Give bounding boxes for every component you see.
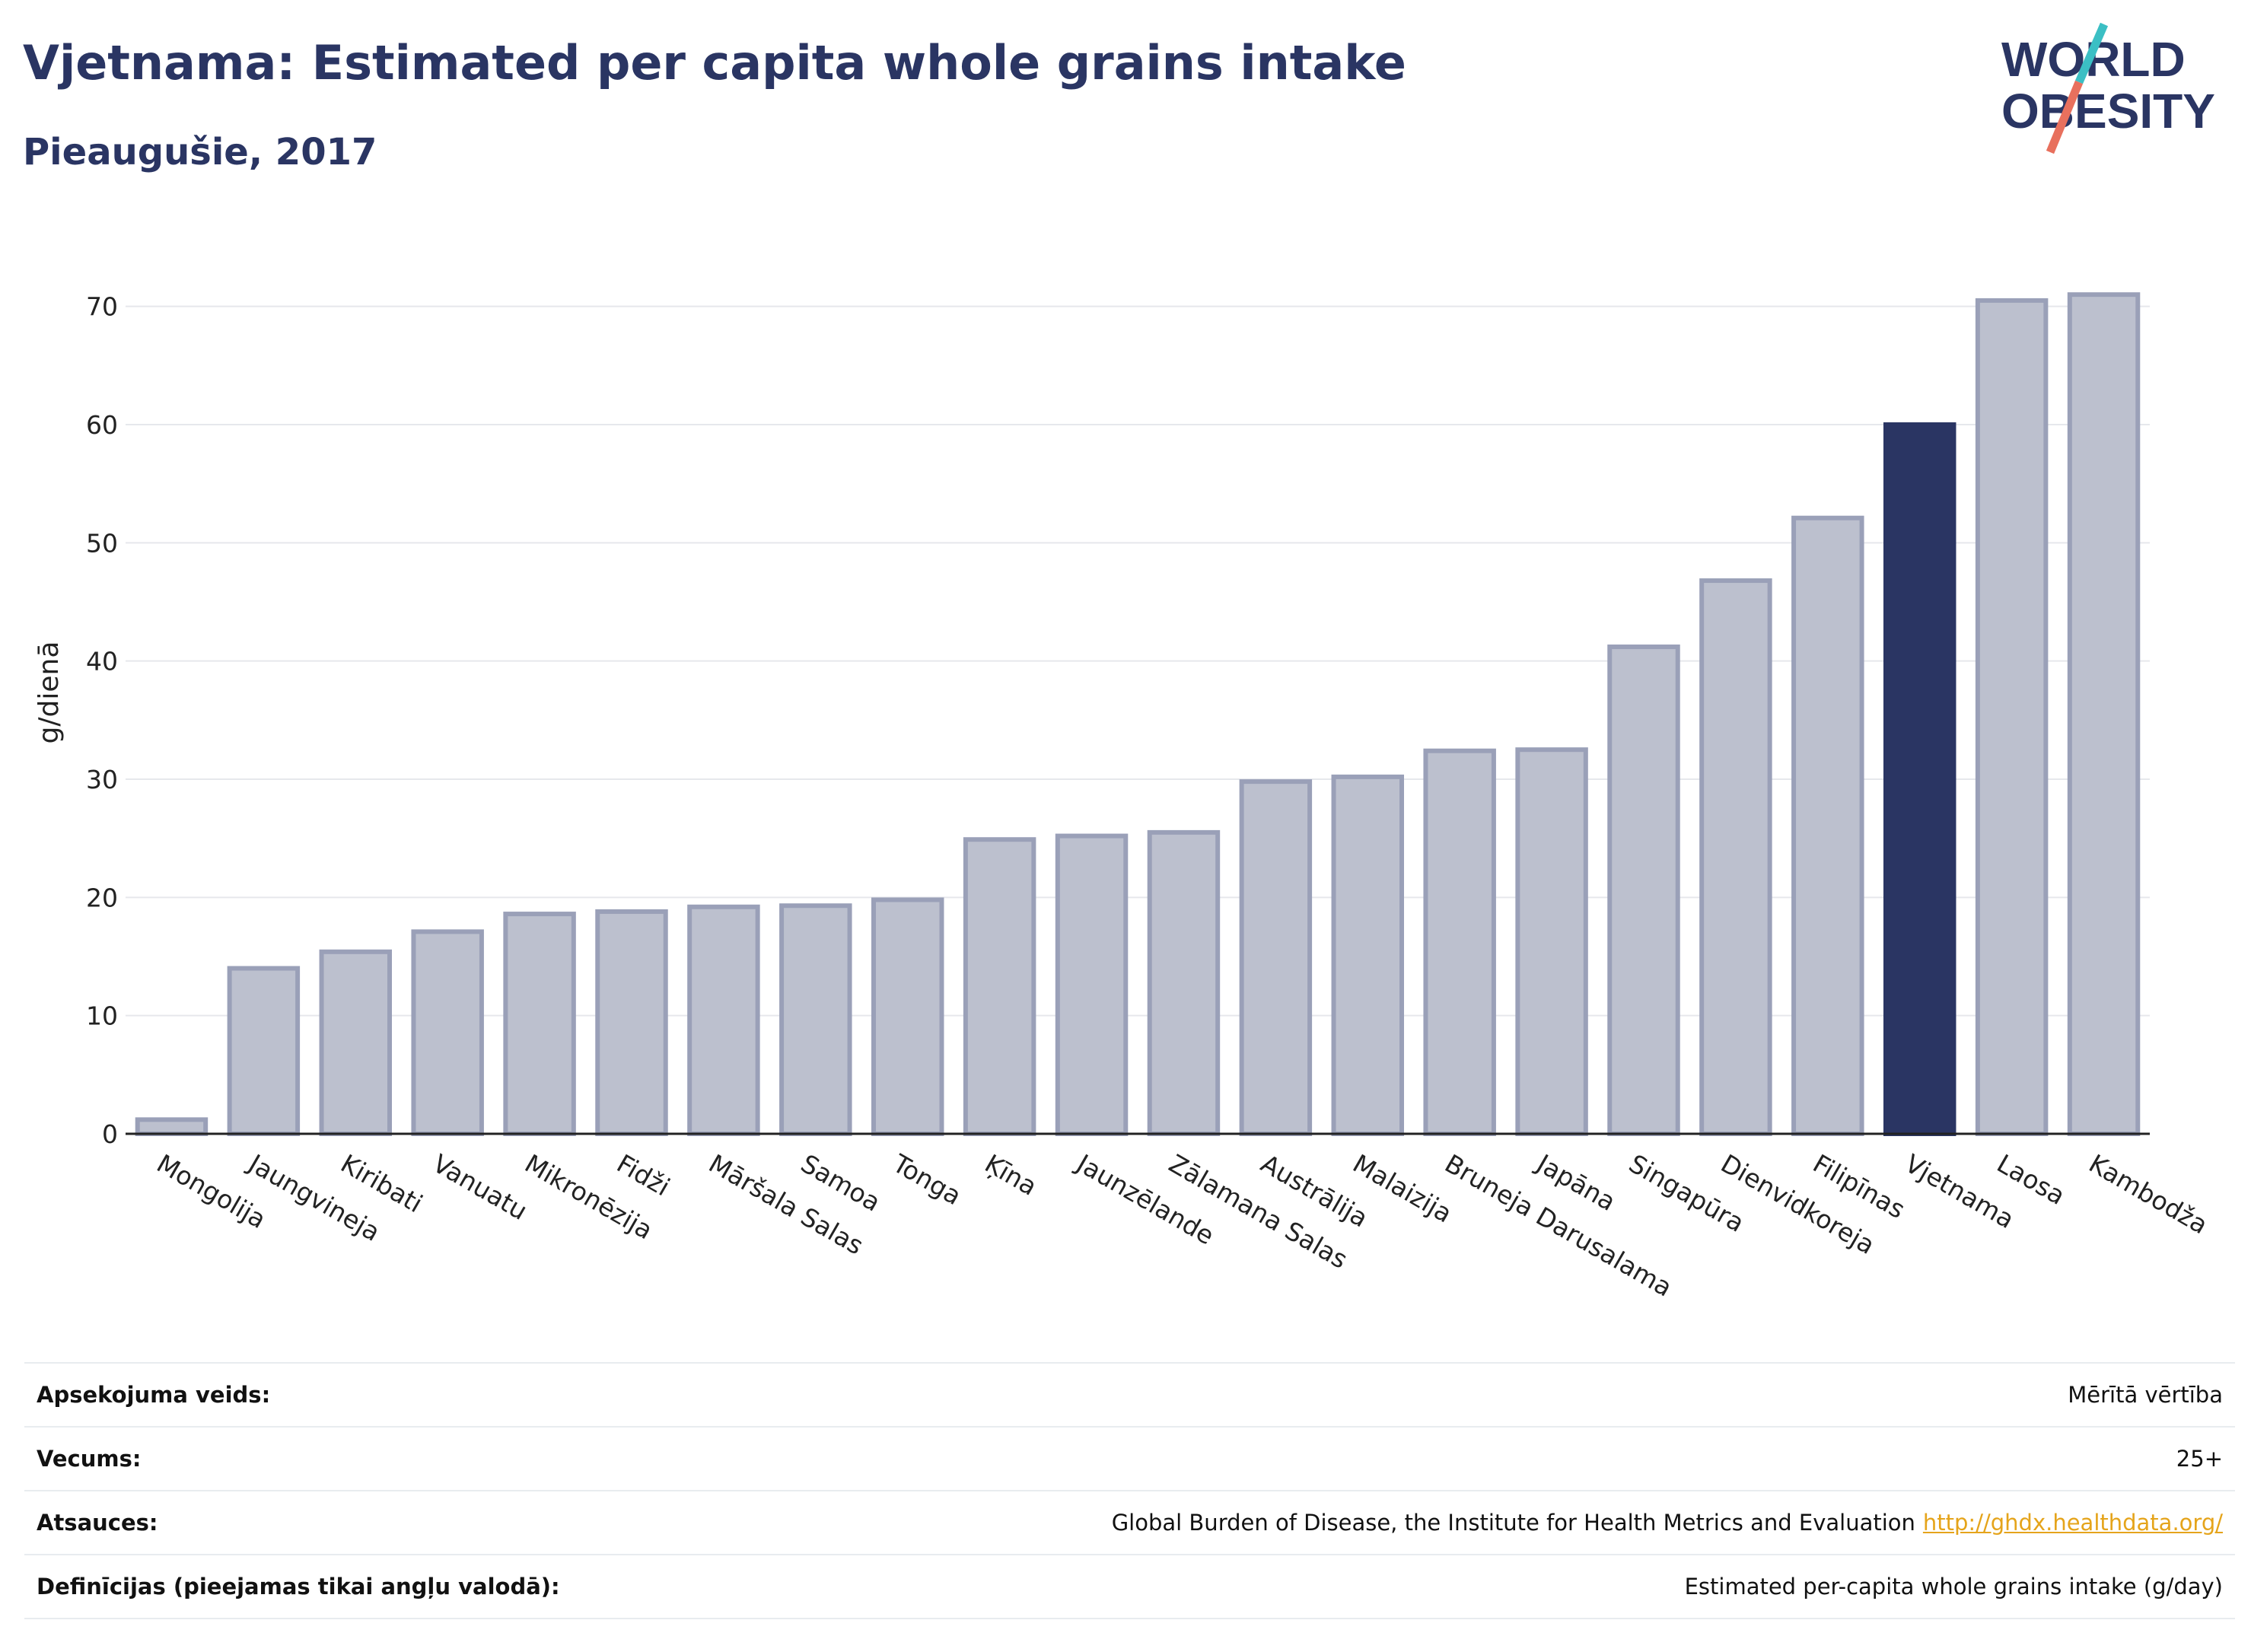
x-tick-label: Fidži	[612, 1148, 675, 1202]
world-obesity-logo[interactable]: WORLD OBESITY	[1994, 23, 2245, 160]
y-tick-label: 50	[86, 528, 118, 558]
meta-key: Definīcijas (pieejamas tikai angļu valod…	[37, 1574, 560, 1599]
logo-slash-teal	[2074, 23, 2109, 84]
bar	[1055, 833, 1129, 1137]
bar-highlight	[1883, 422, 1956, 1136]
y-tick-label: 70	[86, 292, 118, 322]
meta-value: Mērītā vērtība	[2068, 1382, 2223, 1408]
logo-slash-coral	[2046, 80, 2084, 154]
y-axis-label: g/dienā	[33, 641, 65, 744]
bar	[1239, 779, 1313, 1137]
bar	[1147, 829, 1221, 1137]
meta-key: Vecums:	[37, 1446, 142, 1472]
bar	[1607, 645, 1680, 1136]
y-tick-label: 20	[86, 883, 118, 912]
bar	[1515, 747, 1588, 1137]
y-tick-label: 30	[86, 765, 118, 794]
x-tick-label: Tonga	[887, 1148, 966, 1211]
bar	[503, 912, 576, 1136]
y-tick-label: 0	[102, 1119, 118, 1149]
bar	[871, 897, 944, 1136]
bar	[135, 1117, 209, 1136]
y-tick-label: 60	[86, 410, 118, 440]
bar	[227, 966, 301, 1136]
chart-subtitle: Pieaugušie, 2017	[23, 131, 377, 173]
chart-title: Vjetnama: Estimated per capita whole gra…	[23, 35, 1406, 91]
meta-key: Apsekojuma veids:	[37, 1382, 271, 1408]
x-tick-label: Kambodža	[2084, 1148, 2213, 1240]
meta-row-references: Atsauces: Global Burden of Disease, the …	[24, 1490, 2235, 1554]
meta-key: Atsauces:	[37, 1510, 158, 1536]
y-tick-label: 10	[86, 1001, 118, 1031]
bar	[687, 904, 760, 1136]
meta-value: Global Burden of Disease, the Institute …	[1111, 1510, 1915, 1536]
meta-value-wrap: Global Burden of Disease, the Institute …	[1112, 1510, 2235, 1536]
bar	[1699, 578, 1772, 1136]
bar	[779, 903, 852, 1136]
bar	[963, 837, 1036, 1136]
bar	[411, 929, 484, 1136]
x-tick-label: Ķīna	[980, 1148, 1043, 1202]
meta-value: Estimated per-capita whole grains intake…	[1684, 1574, 2223, 1599]
meta-row-survey-type: Apsekojuma veids: Mērītā vērtība	[24, 1362, 2235, 1426]
bar	[1975, 298, 2049, 1136]
bar	[2067, 292, 2141, 1137]
meta-value: 25+	[2176, 1446, 2223, 1472]
x-tick-label: Dienvidkoreja	[1716, 1148, 1880, 1260]
source-link[interactable]: http://ghdx.healthdata.org/	[1922, 1510, 2223, 1536]
meta-row-age: Vecums: 25+	[24, 1426, 2235, 1490]
y-tick-label: 40	[86, 647, 118, 676]
bar	[595, 909, 668, 1137]
x-tick-label: Vanuatu	[428, 1148, 532, 1226]
bar	[1423, 748, 1496, 1136]
bar	[319, 949, 393, 1136]
logo-text-obesity: OBESITY	[2001, 84, 2215, 138]
bar	[1331, 774, 1405, 1136]
meta-row-definitions: Definīcijas (pieejamas tikai angļu valod…	[24, 1554, 2235, 1619]
bar	[1791, 515, 1864, 1136]
metadata-table: Apsekojuma veids: Mērītā vērtība Vecums:…	[24, 1362, 2235, 1619]
bar-chart: 010203040506070g/dienāMongolijaJaungvine…	[33, 292, 2213, 1303]
x-tick-label: Māršala Salas	[704, 1148, 868, 1260]
